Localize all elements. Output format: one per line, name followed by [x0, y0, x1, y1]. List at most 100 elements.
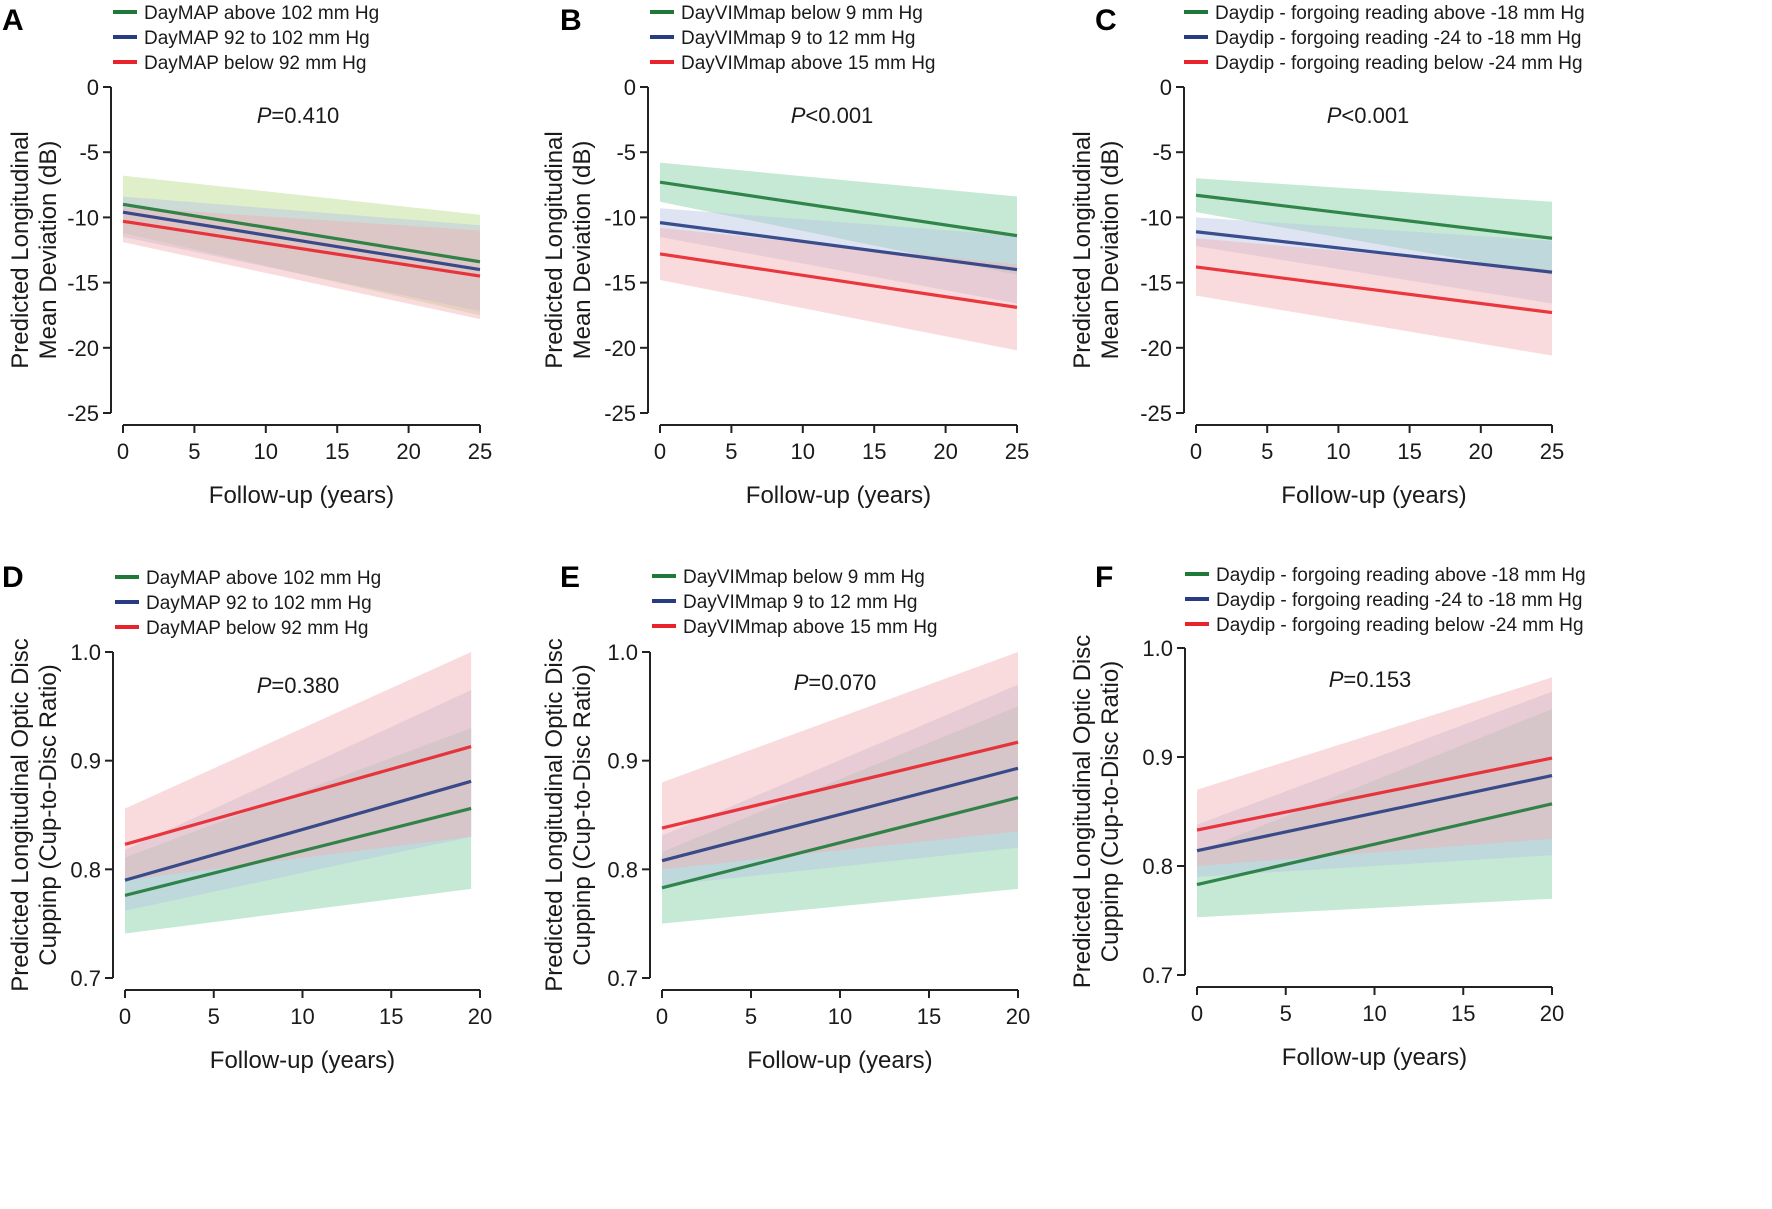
p-value-annotation: P=0.070	[794, 670, 877, 695]
series-line-green	[659, 180, 1018, 238]
chart-panel-d: D DayMAP above 102 mm Hg DayMAP 92 to 102 …	[2, 561, 492, 1074]
panel-letter: B	[560, 4, 582, 37]
x-tick-label: 15	[325, 439, 349, 464]
confidence-band-green	[123, 175, 480, 316]
p-value-text: <0.001	[1341, 103, 1409, 128]
x-tick-label: 10	[1326, 439, 1350, 464]
y-tick-label: 0	[624, 75, 636, 100]
legend-label: DayVIMmap above 15 mm Hg	[683, 617, 938, 638]
x-tick-label: 15	[917, 1004, 941, 1029]
y-tick-label: -20	[67, 336, 99, 361]
y-tick-label: 0.8	[607, 857, 638, 882]
y-axis-title: Predicted Longitudinal Optic Disc	[7, 638, 34, 992]
series-line-navy	[1196, 773, 1553, 853]
legend-label: DayMAP below 92 mm Hg	[146, 618, 368, 639]
y-tick-label: -15	[604, 271, 636, 296]
chart-panel-e: E DayVIMmap below 9 mm Hg DayVIMmap 9 to 1…	[541, 561, 1030, 1074]
x-tick-label: 5	[188, 439, 200, 464]
legend-label: DayMAP below 92 mm Hg	[144, 53, 366, 74]
x-axis-title: Follow-up (years)	[210, 1047, 395, 1074]
x-tick-label: 0	[1191, 1001, 1203, 1026]
y-axis-title: Predicted Longitudinal Optic Disc	[541, 638, 568, 992]
y-tick-label: 0.7	[607, 966, 638, 991]
x-tick-label: 5	[1280, 1001, 1292, 1026]
series-line-navy	[659, 221, 1018, 272]
x-tick-label: 10	[290, 1004, 314, 1029]
x-tick-label: 0	[654, 439, 666, 464]
legend-label: DayMAP 92 to 102 mm Hg	[146, 593, 372, 614]
y-tick-label: 0.7	[70, 966, 101, 991]
series-line-green	[122, 202, 481, 264]
x-tick-label: 5	[1261, 439, 1273, 464]
confidence-band-red	[662, 652, 1018, 870]
x-axis-title: Follow-up (years)	[1282, 1044, 1467, 1071]
y-tick-label: -5	[79, 140, 99, 165]
x-tick-label: 25	[1005, 439, 1029, 464]
confidence-band-red	[1196, 238, 1552, 356]
x-tick-label: 5	[208, 1004, 220, 1029]
y-tick-label: 0.9	[607, 749, 638, 774]
legend-label: DayVIMmap below 9 mm Hg	[681, 3, 923, 24]
confidence-band-navy	[660, 208, 1017, 304]
confidence-band-green	[660, 162, 1017, 275]
y-tick-label: 0.7	[1142, 963, 1173, 988]
y-tick-label: 0	[87, 75, 99, 100]
x-tick-label: 20	[1469, 439, 1493, 464]
y-axis-title: Cuppinp (Cup-to-Disc Ratio)	[1097, 661, 1124, 962]
legend-label: Daydip - forgoing reading -24 to -18 mm …	[1215, 28, 1581, 49]
y-axis-title: Predicted Longitudinal	[541, 131, 568, 369]
p-value-symbol: P	[1329, 667, 1344, 692]
y-tick-label: -20	[1140, 336, 1172, 361]
p-value-text: <0.001	[805, 103, 873, 128]
series-line-red	[124, 745, 472, 846]
y-tick-label: 1.0	[70, 640, 101, 665]
confidence-band-red	[125, 652, 472, 881]
p-value-annotation: P=0.153	[1329, 667, 1412, 692]
y-tick-label: 0.9	[70, 749, 101, 774]
legend-label: DayVIMmap above 15 mm Hg	[681, 53, 936, 74]
panel-letter: C	[1095, 4, 1117, 37]
p-value-annotation: P<0.001	[791, 103, 874, 128]
y-tick-label: -5	[616, 140, 636, 165]
series-line-green	[1195, 193, 1553, 240]
x-tick-label: 25	[1540, 439, 1564, 464]
y-tick-label: -25	[604, 401, 636, 426]
x-tick-label: 0	[119, 1004, 131, 1029]
panel-letter: A	[2, 4, 24, 37]
y-tick-label: 0.8	[70, 857, 101, 882]
y-axis-title: Cuppinp (Cup-to-Disc Ratio)	[569, 664, 596, 965]
y-tick-label: -15	[67, 271, 99, 296]
y-axis-title: Mean Deviation (dB)	[35, 141, 62, 360]
chart-panel-f: F Daydip - forgoing reading above -18 mm …	[1069, 561, 1586, 1071]
p-value-text: =0.410	[271, 103, 339, 128]
y-tick-label: -25	[1140, 401, 1172, 426]
p-value-symbol: P	[791, 103, 806, 128]
legend-label: DayMAP 92 to 102 mm Hg	[144, 28, 370, 49]
x-axis-title: Follow-up (years)	[209, 482, 394, 509]
x-tick-label: 15	[862, 439, 886, 464]
series-line-red	[661, 740, 1019, 830]
legend-label: Daydip - forgoing reading above -18 mm H…	[1215, 3, 1585, 24]
y-axis-title: Cuppinp (Cup-to-Disc Ratio)	[35, 664, 62, 965]
x-tick-label: 20	[1540, 1001, 1564, 1026]
chart-panel-c: C Daydip - forgoing reading above -18 mm …	[1069, 3, 1585, 509]
legend-label: Daydip - forgoing reading below -24 mm H…	[1215, 53, 1583, 74]
panel-letter: F	[1095, 561, 1113, 594]
y-tick-label: -20	[604, 336, 636, 361]
legend-label: DayMAP above 102 mm Hg	[146, 568, 381, 589]
x-tick-label: 20	[468, 1004, 492, 1029]
x-tick-label: 20	[933, 439, 957, 464]
y-axis-title: Mean Deviation (dB)	[1097, 141, 1124, 360]
y-tick-label: 1.0	[1142, 636, 1173, 661]
x-tick-label: 10	[828, 1004, 852, 1029]
legend-label: DayVIMmap below 9 mm Hg	[683, 567, 925, 588]
p-value-symbol: P	[1327, 103, 1342, 128]
x-tick-label: 10	[1362, 1001, 1386, 1026]
x-tick-label: 10	[254, 439, 278, 464]
y-tick-label: 0.9	[1142, 745, 1173, 770]
y-tick-label: -25	[67, 401, 99, 426]
series-line-red	[1195, 265, 1553, 315]
p-value-text: =0.070	[808, 670, 876, 695]
series-line-navy	[124, 779, 472, 882]
chart-panel-a: A DayMAP above 102 mm Hg DayMAP 92 to 102 …	[2, 3, 492, 509]
